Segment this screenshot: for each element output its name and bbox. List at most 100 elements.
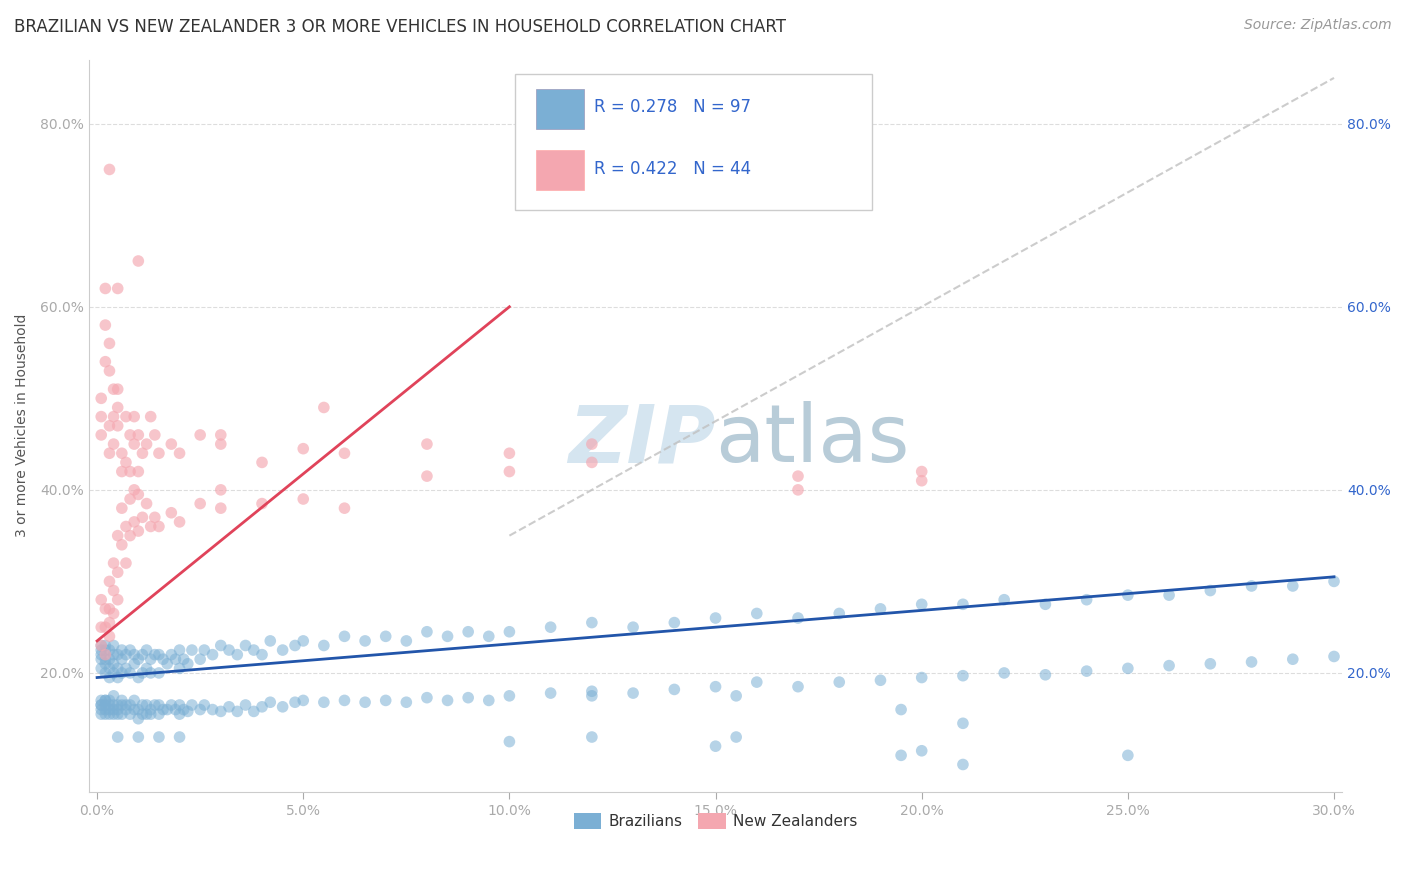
Point bbox=[127, 465, 149, 479]
Point bbox=[292, 491, 315, 506]
Point bbox=[148, 698, 170, 712]
Point bbox=[1323, 574, 1346, 589]
Point bbox=[115, 556, 138, 570]
Point bbox=[127, 730, 149, 744]
Point bbox=[416, 690, 439, 705]
Point bbox=[131, 510, 153, 524]
Point bbox=[115, 455, 138, 469]
Point bbox=[1281, 579, 1303, 593]
Point bbox=[90, 643, 112, 657]
Point bbox=[94, 281, 117, 295]
Point bbox=[259, 695, 281, 709]
Point bbox=[131, 698, 153, 712]
Point bbox=[139, 702, 162, 716]
Point bbox=[115, 698, 138, 712]
FancyBboxPatch shape bbox=[515, 74, 872, 210]
Point bbox=[911, 671, 934, 685]
Point bbox=[90, 409, 112, 424]
Point bbox=[416, 469, 439, 483]
Point bbox=[540, 620, 562, 634]
Point bbox=[457, 624, 479, 639]
Point bbox=[107, 730, 129, 744]
Point bbox=[188, 497, 211, 511]
Point bbox=[122, 702, 145, 716]
Point bbox=[120, 643, 142, 657]
Point bbox=[165, 652, 187, 666]
Point bbox=[209, 428, 232, 442]
Point bbox=[139, 519, 162, 533]
Point bbox=[436, 693, 458, 707]
FancyBboxPatch shape bbox=[536, 150, 583, 190]
Point bbox=[131, 648, 153, 662]
Point bbox=[107, 382, 129, 396]
Point bbox=[131, 446, 153, 460]
Point bbox=[209, 483, 232, 497]
Point bbox=[143, 510, 166, 524]
Point bbox=[98, 615, 121, 630]
Point bbox=[98, 629, 121, 643]
Point bbox=[111, 665, 134, 680]
Point bbox=[90, 698, 112, 712]
Point bbox=[259, 634, 281, 648]
Point bbox=[94, 602, 117, 616]
Point bbox=[90, 707, 112, 722]
Point bbox=[115, 409, 138, 424]
Point bbox=[436, 629, 458, 643]
Point bbox=[143, 428, 166, 442]
Point bbox=[457, 690, 479, 705]
Point bbox=[1240, 655, 1263, 669]
Point bbox=[292, 442, 315, 456]
FancyBboxPatch shape bbox=[536, 89, 583, 129]
Point bbox=[111, 465, 134, 479]
Point bbox=[122, 657, 145, 671]
Point bbox=[250, 455, 273, 469]
Point bbox=[1076, 664, 1098, 678]
Point bbox=[169, 446, 191, 460]
Point bbox=[115, 648, 138, 662]
Point bbox=[725, 689, 748, 703]
Text: atlas: atlas bbox=[716, 401, 910, 479]
Point bbox=[111, 446, 134, 460]
Point bbox=[103, 437, 125, 451]
Point bbox=[139, 665, 162, 680]
Point bbox=[395, 634, 418, 648]
Point bbox=[218, 699, 240, 714]
Point bbox=[188, 652, 211, 666]
Point bbox=[90, 620, 112, 634]
Point bbox=[188, 428, 211, 442]
Point bbox=[122, 648, 145, 662]
Text: BRAZILIAN VS NEW ZEALANDER 3 OR MORE VEHICLES IN HOUSEHOLD CORRELATION CHART: BRAZILIAN VS NEW ZEALANDER 3 OR MORE VEH… bbox=[14, 18, 786, 36]
Point bbox=[787, 611, 810, 625]
Point bbox=[333, 693, 356, 707]
Point bbox=[890, 702, 912, 716]
Point bbox=[354, 695, 377, 709]
Point bbox=[94, 643, 117, 657]
Point bbox=[90, 648, 112, 662]
Point bbox=[107, 592, 129, 607]
Point bbox=[209, 437, 232, 451]
Point bbox=[98, 693, 121, 707]
Point bbox=[120, 491, 142, 506]
Point bbox=[152, 702, 174, 716]
Point bbox=[127, 487, 149, 501]
Point bbox=[127, 712, 149, 726]
Point bbox=[122, 483, 145, 497]
Point bbox=[828, 675, 851, 690]
Point bbox=[952, 669, 974, 683]
Point bbox=[169, 707, 191, 722]
Point bbox=[120, 428, 142, 442]
Point bbox=[148, 648, 170, 662]
Point bbox=[122, 515, 145, 529]
Point bbox=[177, 657, 200, 671]
Point bbox=[312, 639, 335, 653]
Point bbox=[98, 671, 121, 685]
Point bbox=[94, 693, 117, 707]
Point bbox=[1035, 667, 1057, 681]
Point bbox=[98, 602, 121, 616]
Point bbox=[284, 639, 307, 653]
Point bbox=[250, 497, 273, 511]
Point bbox=[911, 465, 934, 479]
Legend: Brazilians, New Zealanders: Brazilians, New Zealanders bbox=[568, 807, 863, 836]
Point bbox=[498, 689, 520, 703]
Point bbox=[90, 652, 112, 666]
